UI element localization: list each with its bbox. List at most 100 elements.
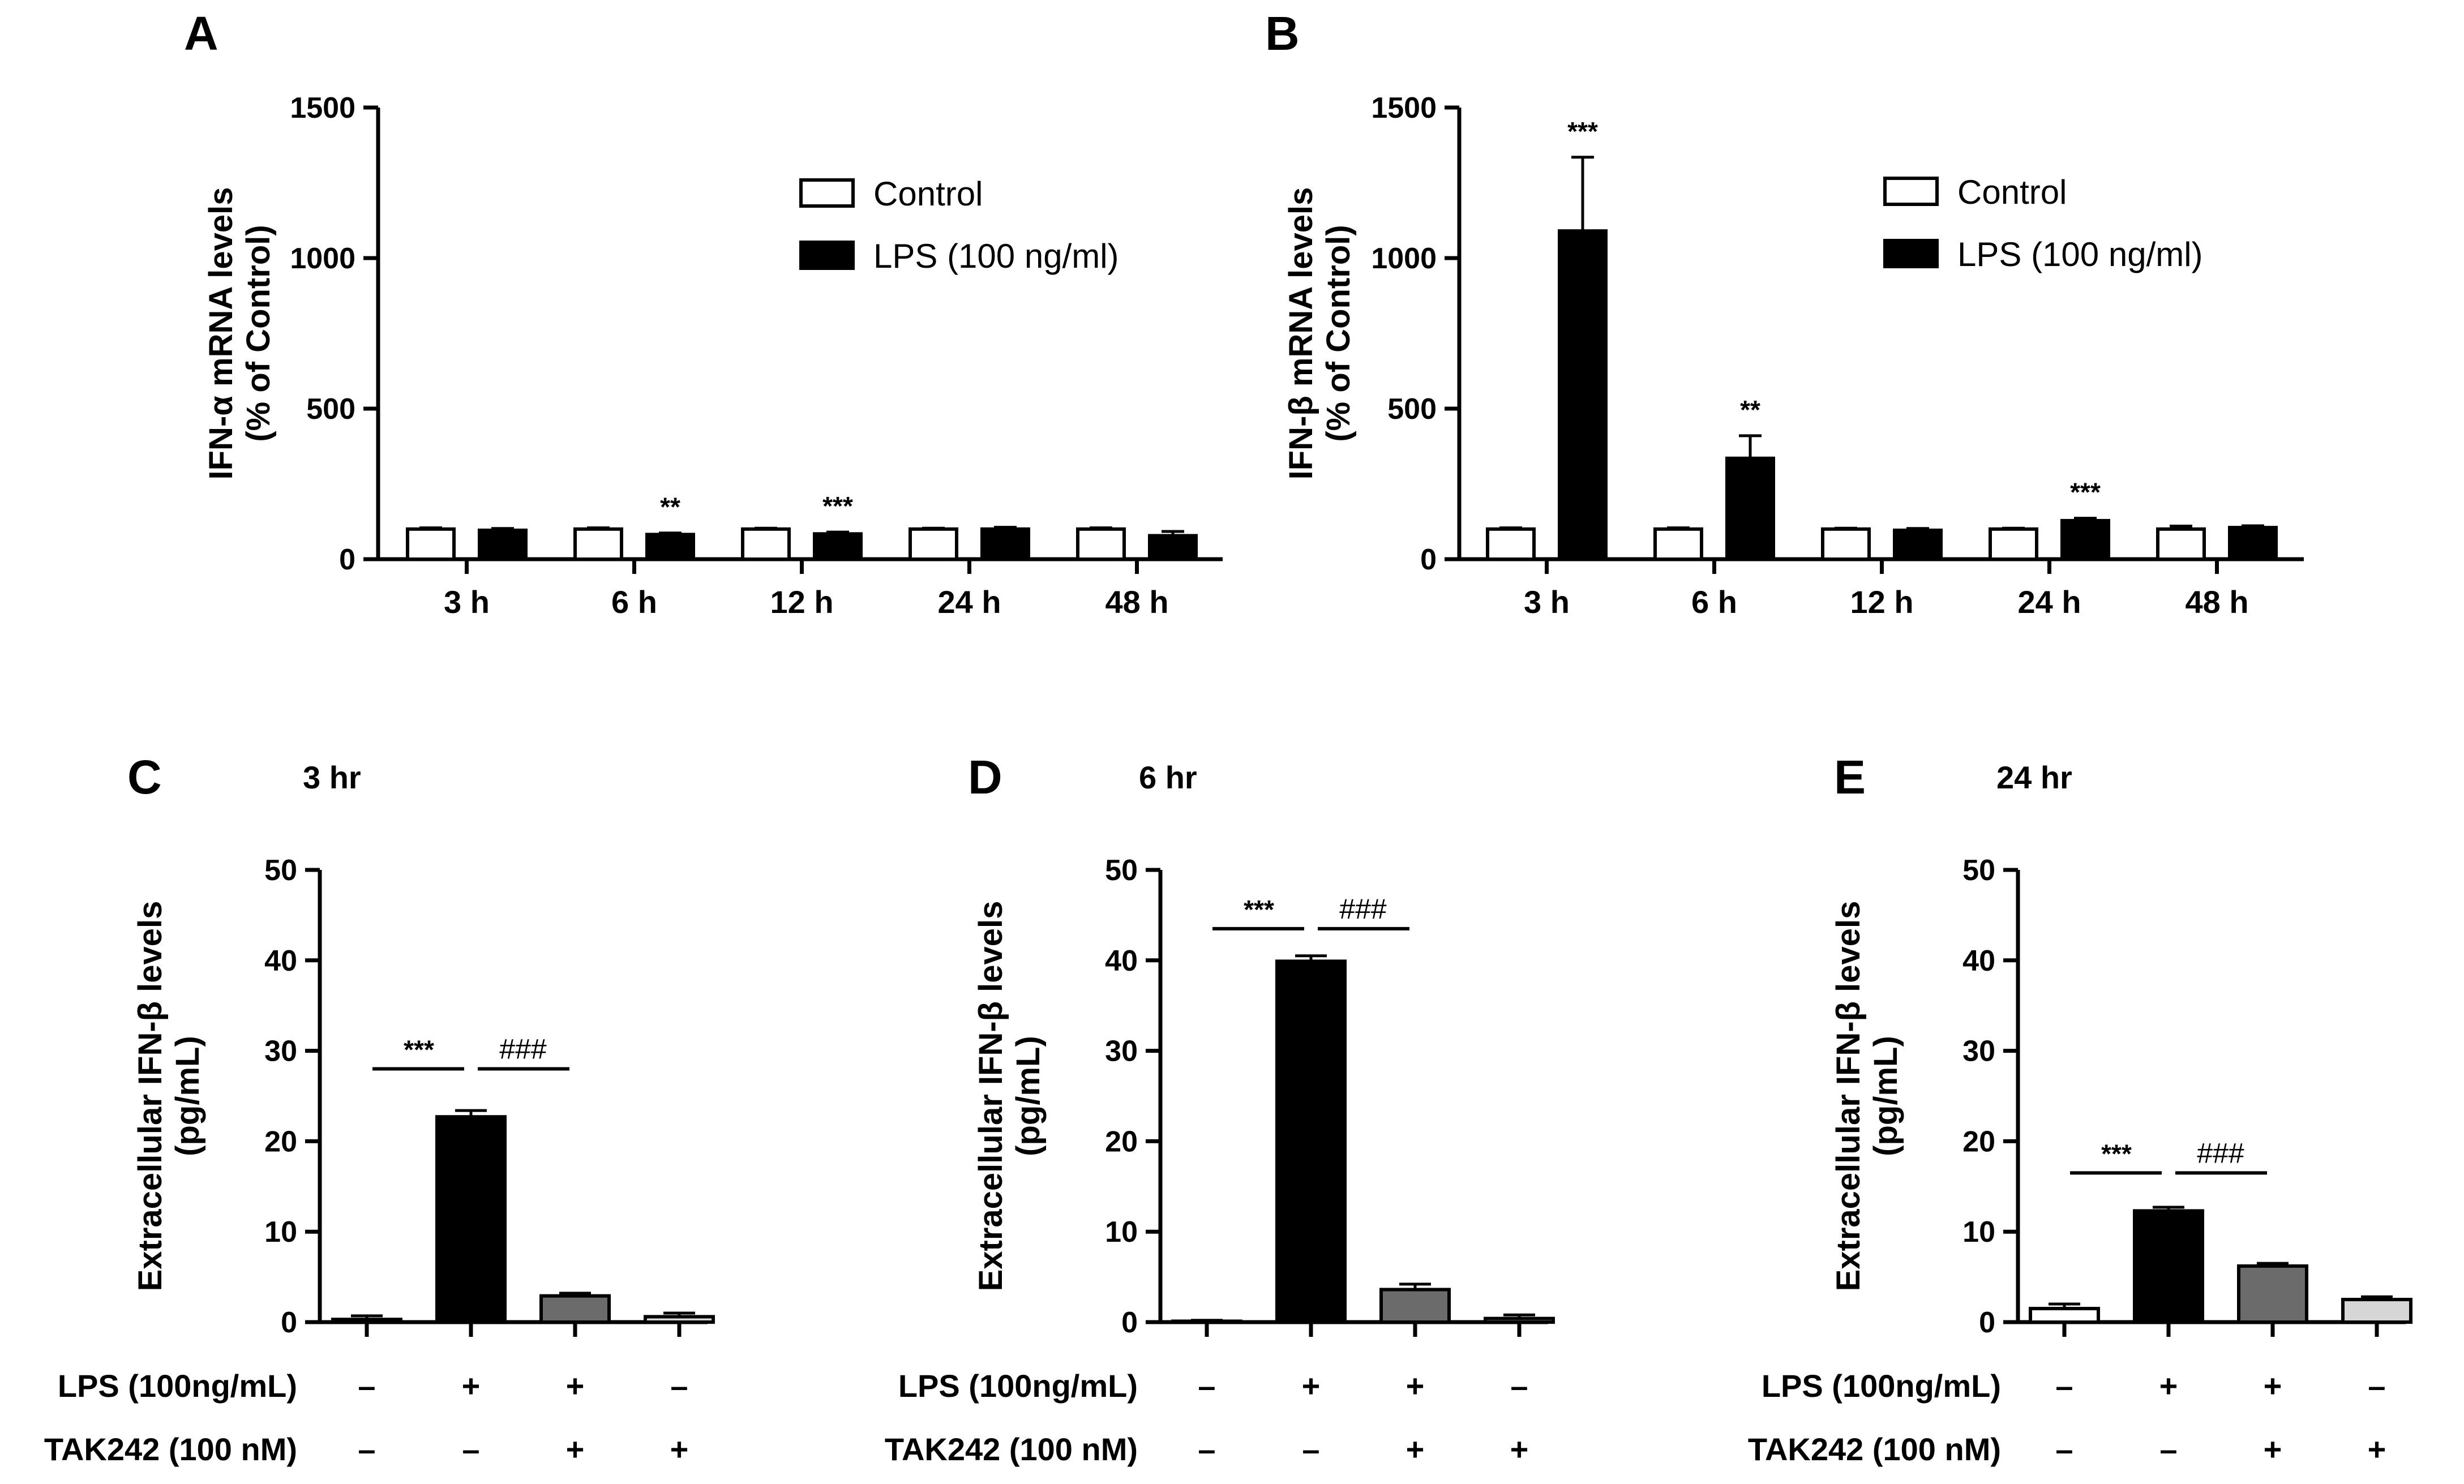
y-tick-label: 30	[264, 1035, 297, 1068]
y-tick-label: 1500	[290, 92, 355, 125]
panel-c: C 3 hr 0 10 20 30 40 50 Extracellular IFN-β leve…	[44, 750, 715, 1467]
legend-swatch-control	[799, 178, 855, 208]
tak242-sign: –	[1302, 1431, 1319, 1467]
bar-lps	[2060, 518, 2110, 561]
y-axis-title-line1: Extracellular IFN-β levels	[972, 901, 1009, 1292]
y-tick-label: 0	[339, 543, 355, 576]
bar-lps	[2228, 526, 2278, 561]
y-tick-label: 10	[264, 1216, 297, 1249]
bar	[539, 1294, 611, 1324]
bar	[2341, 1298, 2412, 1324]
bar-control	[741, 527, 791, 561]
tak242-row-label: TAK242 (100 nM)	[885, 1431, 1138, 1467]
bar-lps	[645, 533, 695, 561]
x-tick-label: 24 h	[2017, 584, 2081, 620]
bar-lps	[980, 527, 1030, 561]
legend-label-lps: LPS (100 ng/ml)	[873, 237, 1119, 275]
x-tick-label: 12 h	[770, 584, 833, 620]
y-tick-label: 0	[281, 1306, 297, 1339]
tak242-sign: +	[2368, 1431, 2386, 1467]
bar	[644, 1315, 715, 1324]
x-tick-label: 48 h	[1105, 584, 1168, 620]
legend-swatch-lps	[1883, 239, 1939, 268]
bar-control	[1821, 527, 1871, 561]
legend-swatch-lps	[799, 241, 855, 270]
bar	[1275, 959, 1347, 1324]
y-tick-label: 50	[264, 854, 297, 887]
x-tick-label: 24 h	[937, 584, 1001, 620]
tak242-sign: +	[1406, 1431, 1425, 1467]
bar	[2029, 1307, 2100, 1324]
lps-sign: –	[2368, 1368, 2385, 1404]
y-tick-label: 30	[1962, 1035, 1995, 1068]
significance-hashes: ###	[499, 1033, 547, 1065]
y-tick-label: 50	[1962, 854, 1995, 887]
legend-label-control: Control	[1957, 173, 2067, 211]
lps-sign: –	[358, 1368, 375, 1404]
bar	[2237, 1264, 2308, 1324]
y-tick-label: 20	[264, 1125, 297, 1158]
lps-row-label: LPS (100ng/mL)	[58, 1368, 297, 1404]
bar-control	[1076, 527, 1126, 561]
bar	[1484, 1316, 1555, 1324]
y-tick-label: 500	[306, 393, 355, 426]
lps-sign: +	[2264, 1368, 2282, 1404]
panel-title: 3 hr	[303, 760, 361, 795]
significance-stars: ***	[2101, 1139, 2132, 1168]
x-tick-label: 3 h	[444, 584, 490, 620]
legend-swatch-control	[1883, 177, 1939, 206]
y-tick-label: 20	[1962, 1125, 1995, 1158]
panel-letter: E	[1834, 750, 1866, 804]
lps-sign: +	[566, 1368, 585, 1404]
panel-e: E 24 hr 0 10 20 30 40 50 Extracellular IFN-β lev…	[1748, 750, 2412, 1467]
tak242-sign: –	[2159, 1431, 2177, 1467]
y-tick-label: 20	[1105, 1125, 1138, 1158]
lps-row-label: LPS (100ng/mL)	[898, 1368, 1138, 1404]
y-tick-label: 0	[1121, 1306, 1138, 1339]
panel-b: B 0 500 1000 1500 IFN-β mRNA levels (% of Cont…	[1265, 7, 2304, 620]
y-tick-label: 30	[1105, 1035, 1138, 1068]
x-tick-label: 3 h	[1524, 584, 1570, 620]
y-axis-title-line1: Extracellular IFN-β levels	[1830, 901, 1867, 1292]
bar	[331, 1318, 402, 1324]
legend-label-lps: LPS (100 ng/ml)	[1957, 235, 2203, 273]
significance-hashes: ###	[1339, 893, 1387, 925]
bar-lps	[478, 528, 528, 561]
y-tick-label: 1000	[290, 242, 355, 275]
lps-sign: +	[1302, 1368, 1321, 1404]
y-axis-title-line2: (pg/mL)	[1010, 1036, 1047, 1156]
significance-hashes: ###	[2197, 1137, 2244, 1169]
bar-lps	[1893, 528, 1943, 561]
y-tick-label: 50	[1105, 854, 1138, 887]
tak242-row-label: TAK242 (100 nM)	[44, 1431, 297, 1467]
panel-letter: A	[184, 7, 218, 60]
y-axis-title-line1: IFN-α mRNA levels	[203, 187, 239, 480]
y-axis-title-line2: (% of Control)	[1320, 225, 1357, 441]
y-tick-label: 40	[264, 945, 297, 977]
significance-stars: **	[1740, 395, 1760, 424]
bar	[1379, 1288, 1451, 1324]
significance-stars: ***	[1567, 117, 1598, 146]
bar-control	[909, 527, 958, 561]
y-tick-label: 1000	[1371, 242, 1437, 275]
panel-letter: B	[1265, 7, 1300, 60]
x-tick-label: 6 h	[1691, 584, 1737, 620]
y-tick-label: 10	[1105, 1216, 1138, 1249]
bar-control	[406, 527, 456, 561]
panel-letter: D	[968, 750, 1002, 804]
lps-sign: +	[1406, 1368, 1425, 1404]
y-axis-title-line2: (% of Control)	[240, 225, 277, 441]
lps-sign: –	[670, 1368, 688, 1404]
bar	[435, 1115, 507, 1324]
bar-lps	[1148, 534, 1198, 561]
tak242-sign: +	[1510, 1431, 1529, 1467]
y-axis-title-line1: IFN-β mRNA levels	[1283, 187, 1319, 480]
tak242-sign: –	[358, 1431, 375, 1467]
tak242-row-label: TAK242 (100 nM)	[1748, 1431, 2001, 1467]
significance-stars: ***	[1244, 895, 1274, 924]
significance-stars: ***	[822, 491, 853, 521]
tak242-sign: –	[1198, 1431, 1215, 1467]
y-tick-label: 10	[1962, 1216, 1995, 1249]
tak242-sign: –	[462, 1431, 479, 1467]
